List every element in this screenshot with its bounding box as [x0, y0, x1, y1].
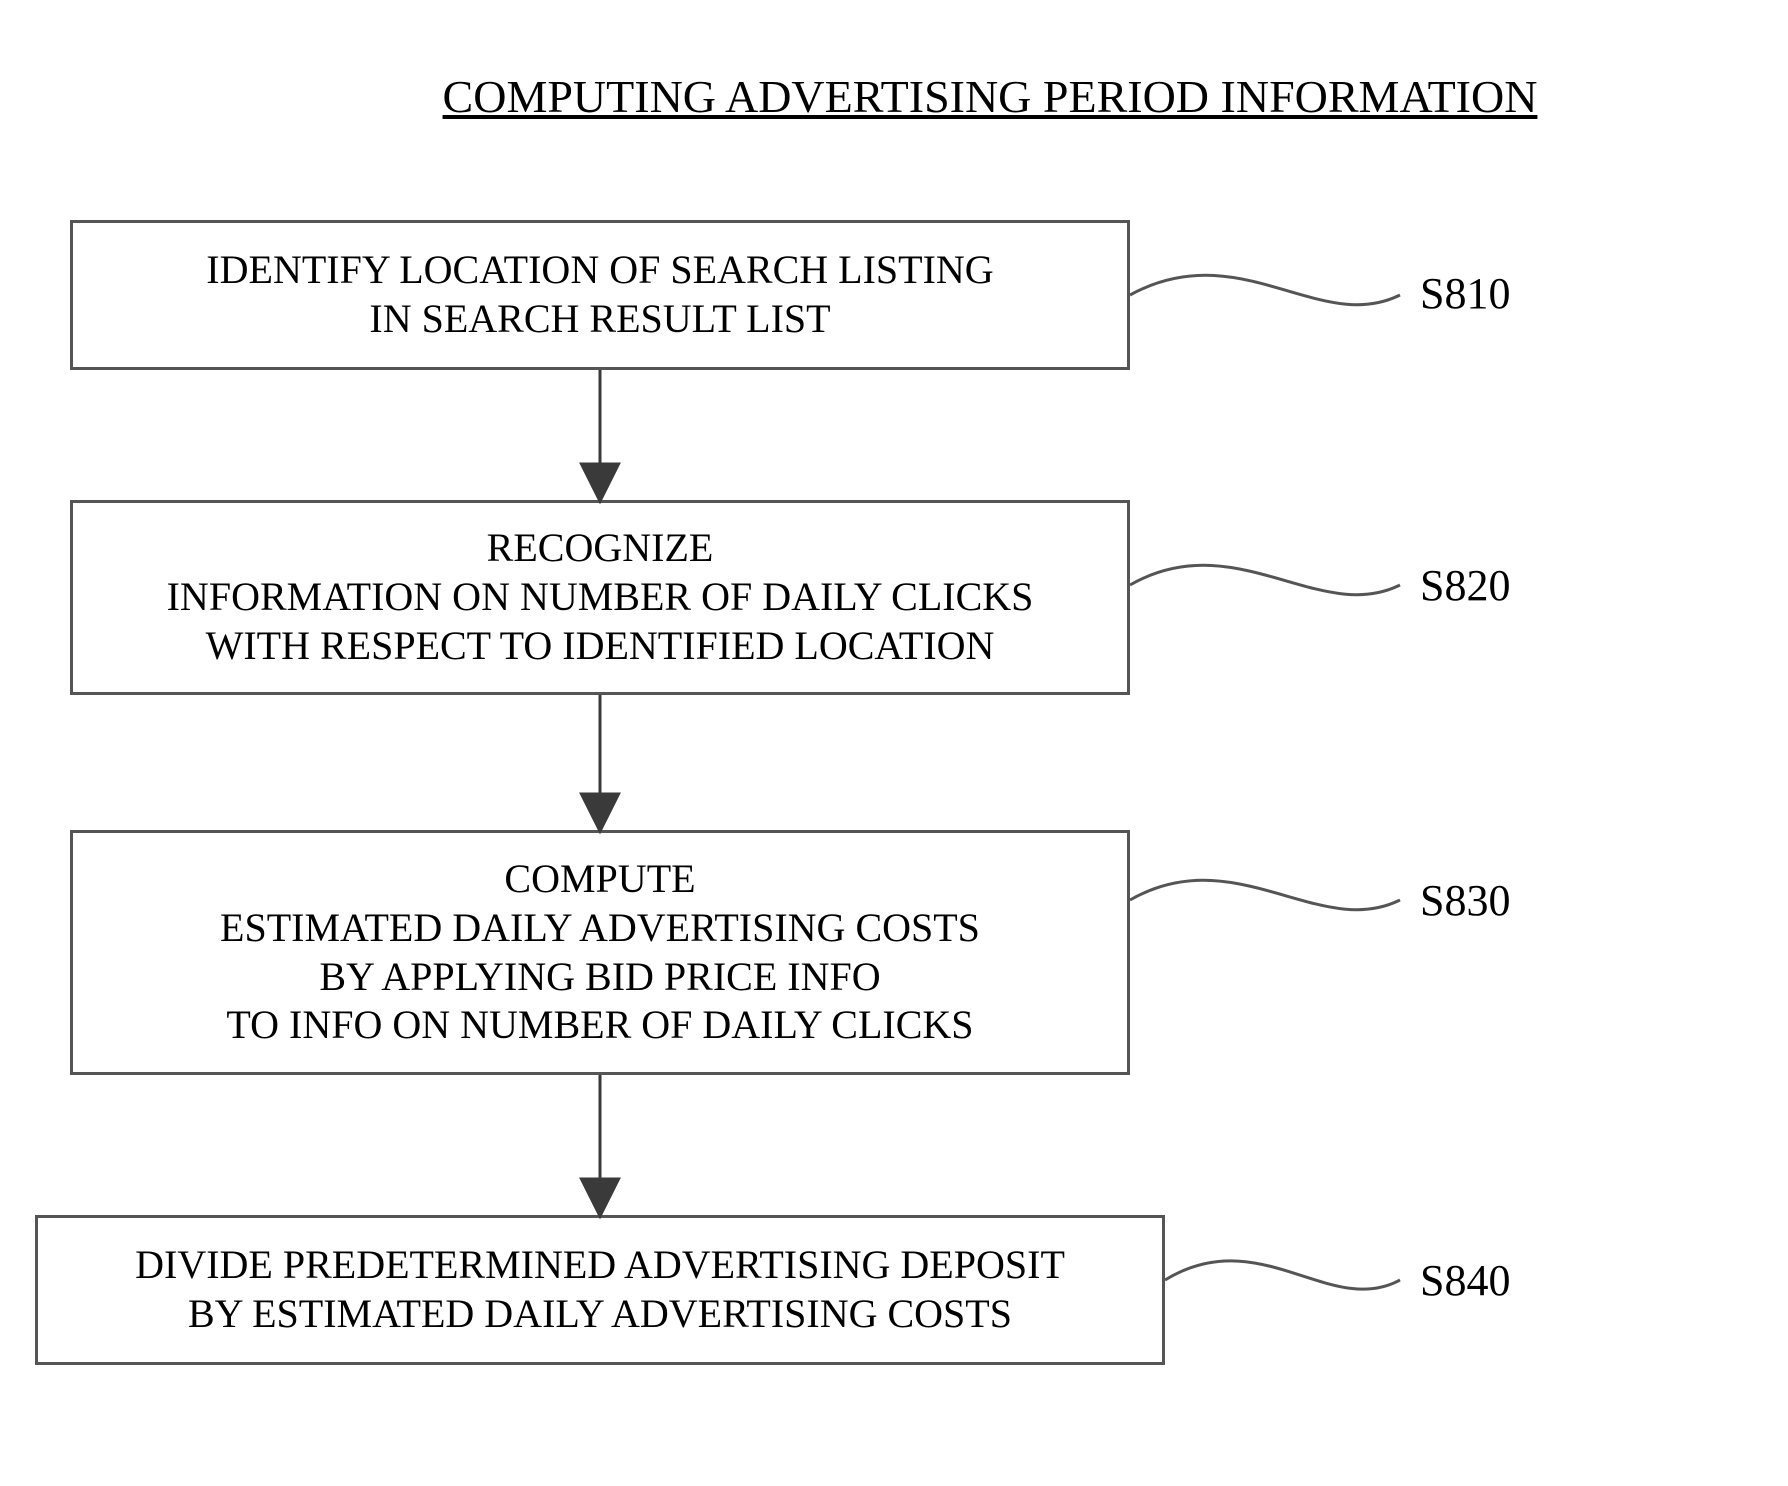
step-label-s830: S830	[1420, 875, 1510, 926]
diagram-title: COMPUTING ADVERTISING PERIOD INFORMATION	[340, 70, 1640, 123]
diagram-stage: COMPUTING ADVERTISING PERIOD INFORMATION…	[0, 0, 1788, 1486]
step-text-s830: COMPUTE ESTIMATED DAILY ADVERTISING COST…	[220, 855, 980, 1050]
label-connector	[1130, 880, 1400, 909]
label-connector	[1130, 565, 1400, 594]
step-label-s840: S840	[1420, 1255, 1510, 1306]
step-box-s820: RECOGNIZE INFORMATION ON NUMBER OF DAILY…	[70, 500, 1130, 695]
label-connector	[1130, 275, 1400, 304]
step-box-s810: IDENTIFY LOCATION OF SEARCH LISTING IN S…	[70, 220, 1130, 370]
step-box-s840: DIVIDE PREDETERMINED ADVERTISING DEPOSIT…	[35, 1215, 1165, 1365]
label-connector	[1165, 1261, 1400, 1289]
step-text-s810: IDENTIFY LOCATION OF SEARCH LISTING IN S…	[206, 246, 993, 344]
step-label-s810: S810	[1420, 268, 1510, 319]
step-text-s840: DIVIDE PREDETERMINED ADVERTISING DEPOSIT…	[135, 1241, 1065, 1339]
step-text-s820: RECOGNIZE INFORMATION ON NUMBER OF DAILY…	[167, 524, 1034, 670]
step-label-s820: S820	[1420, 560, 1510, 611]
step-box-s830: COMPUTE ESTIMATED DAILY ADVERTISING COST…	[70, 830, 1130, 1075]
